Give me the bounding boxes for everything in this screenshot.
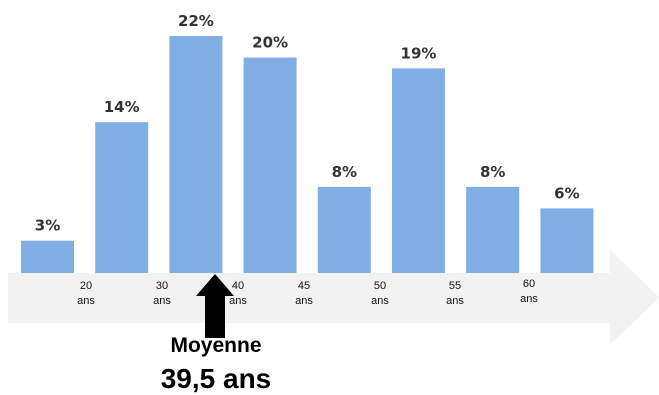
axis-tick-unit-3: ans — [295, 295, 313, 307]
bar-value-label-0: 3% — [35, 217, 60, 235]
axis-tick-value-5: 55 — [449, 280, 461, 292]
bar-6 — [466, 186, 520, 273]
bar-5 — [392, 68, 445, 274]
axis-tick-unit-5: ans — [446, 295, 464, 307]
axis-ticks-group: 20 ans 30 ans 40 ans 45 ans 50 ans 55 ans 60 ans — [77, 278, 538, 307]
bar-value-label-4: 8% — [332, 163, 357, 181]
axis-tick-unit-4: ans — [371, 295, 389, 307]
bar-2 — [169, 36, 223, 273]
axis-tick-value-1: 30 — [156, 280, 168, 292]
bar-value-label-3: 20% — [252, 34, 288, 52]
bar-value-label-7: 6% — [554, 184, 579, 202]
mean-arrow-icon — [196, 274, 234, 338]
bar-value-label-2: 22% — [178, 12, 214, 30]
bar-7 — [540, 208, 594, 273]
axis-tick-value-0: 20 — [80, 280, 92, 292]
axis-tick-value-6: 60 — [523, 278, 535, 290]
bar-3 — [243, 57, 297, 273]
axis-tick-value-3: 45 — [298, 280, 310, 292]
mean-label: Moyenne — [170, 334, 262, 357]
axis-tick-unit-2: ans — [229, 295, 247, 307]
value-labels-group: 3% 14% 22% 20% 8% 19% 8% 6% — [35, 12, 580, 235]
axis-arrow — [8, 250, 659, 345]
bars-group — [21, 36, 594, 274]
bar-value-label-1: 14% — [104, 98, 140, 116]
axis-tick-value-4: 50 — [374, 280, 386, 292]
bar-value-label-5: 19% — [401, 44, 437, 62]
bar-value-label-6: 8% — [480, 163, 505, 181]
axis-tick-value-2: 40 — [232, 280, 244, 292]
axis-tick-unit-6: ans — [520, 293, 538, 305]
bar-0 — [21, 240, 74, 273]
axis-tick-unit-1: ans — [153, 295, 171, 307]
bar-4 — [317, 186, 371, 273]
mean-value: 39,5 ans — [160, 363, 272, 394]
bar-1 — [95, 122, 149, 273]
axis-tick-unit-0: ans — [77, 295, 95, 307]
